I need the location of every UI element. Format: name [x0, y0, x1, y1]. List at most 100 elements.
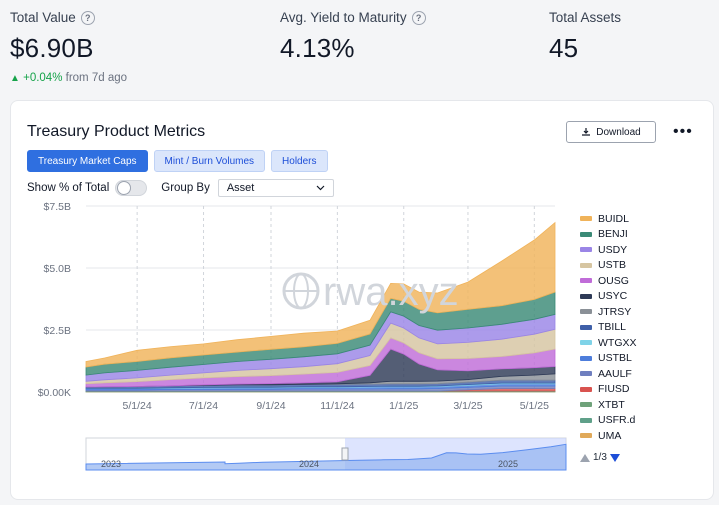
stat-label: Total Value [10, 10, 76, 25]
stat-value: 45 [549, 33, 579, 63]
legend-item[interactable]: USYC [580, 289, 637, 305]
area-series-aaulf[interactable] [85, 385, 556, 392]
watermark-text: rwa.xyz [323, 270, 459, 314]
tab-treasury-market-caps[interactable]: Treasury Market Caps [27, 150, 148, 172]
download-button[interactable]: Download [566, 121, 656, 143]
delta-value: +0.04% [23, 72, 63, 84]
stat-total-value: Total Value ? $6.90B ▲ +0.04% from 7d ag… [10, 10, 127, 84]
area-series-jtrsy[interactable] [85, 373, 556, 388]
page-up-icon[interactable] [580, 453, 590, 462]
legend-item[interactable]: USTB [580, 258, 637, 274]
show-percent-label: Show % of Total [27, 182, 110, 194]
legend-swatch [580, 309, 592, 315]
area-series-buidl[interactable] [85, 221, 556, 368]
legend-item[interactable]: FIUSD [580, 382, 637, 398]
legend-swatch [580, 293, 592, 299]
download-label: Download [596, 126, 641, 138]
info-icon[interactable]: ? [80, 10, 95, 25]
area-series-ousg[interactable] [85, 337, 556, 388]
legend-swatch [580, 278, 592, 284]
y-tick-label: $5.0B [44, 263, 71, 275]
legend-label: TBILL [598, 321, 627, 334]
legend-item[interactable]: UMA [580, 428, 637, 444]
stat-label: Avg. Yield to Maturity [280, 10, 407, 25]
legend-label: USDY [598, 243, 628, 256]
y-tick-label: $2.5B [44, 325, 71, 337]
area-series-ustbl[interactable] [85, 383, 556, 391]
legend-label: UMA [598, 429, 622, 442]
chart-legend: BUIDL BENJI USDY USTB OUSG USYC JTRSY TBILL WTGX… [580, 211, 637, 444]
legend-label: WTGXX [598, 336, 637, 349]
navigator-handle[interactable] [341, 447, 349, 461]
globe-icon [282, 272, 320, 310]
info-icon[interactable]: ? [411, 10, 426, 25]
stat-value: $6.90B [10, 33, 94, 63]
group-by-select[interactable]: Asset [217, 179, 334, 197]
navigator-selection[interactable] [345, 438, 566, 470]
area-series-benji[interactable] [85, 291, 556, 376]
legend-label: XTBT [598, 398, 625, 411]
x-tick-label: 1/1/25 [389, 400, 418, 412]
x-tick-label: 11/1/24 [320, 400, 354, 412]
legend-swatch [580, 402, 592, 408]
stat-total-assets: Total Assets 45 [549, 10, 621, 64]
legend-pager: 1/3 [580, 452, 620, 463]
legend-swatch [580, 340, 592, 346]
area-series-fiusd[interactable] [86, 388, 556, 392]
legend-item[interactable]: BENJI [580, 227, 637, 243]
stat-value: 4.13% [280, 33, 355, 63]
legend-label: USFR.d [598, 414, 636, 427]
area-series-usfr-d[interactable] [85, 390, 556, 393]
group-by-label: Group By [161, 182, 210, 194]
tab-mint-burn-volumes[interactable]: Mint / Burn Volumes [153, 150, 266, 172]
navigator-series [85, 443, 567, 471]
card-title: Treasury Product Metrics [27, 123, 206, 140]
legend-item[interactable]: JTRSY [580, 304, 637, 320]
legend-item[interactable]: TBILL [580, 320, 637, 336]
x-tick-label: 9/1/24 [256, 400, 285, 412]
chart-controls: Show % of Total Group By Asset [27, 179, 334, 197]
toggle-knob [117, 181, 132, 195]
legend-swatch [580, 355, 592, 361]
globe-meridian [293, 273, 309, 309]
area-series-usyc[interactable] [85, 348, 556, 388]
legend-item[interactable]: USTBL [580, 351, 637, 367]
legend-label: USTB [598, 259, 627, 272]
legend-label: BUIDL [598, 212, 629, 225]
y-tick-label: $0.00K [38, 387, 71, 399]
show-percent-toggle[interactable] [115, 180, 148, 196]
x-tick-label: 5/1/25 [520, 400, 549, 412]
legend-item[interactable]: BUIDL [580, 211, 637, 227]
delta-period: from 7d ago [65, 72, 128, 84]
legend-item[interactable]: OUSG [580, 273, 637, 289]
area-series-ustb[interactable] [85, 322, 556, 385]
legend-swatch [580, 324, 592, 330]
area-series-tbill[interactable] [85, 379, 556, 389]
legend-swatch [580, 262, 592, 268]
x-tick-label: 5/1/24 [123, 400, 152, 412]
more-horizontal-icon[interactable]: ••• [673, 123, 693, 140]
tab-holders[interactable]: Holders [271, 150, 328, 172]
group-by-value: Asset [226, 182, 255, 194]
legend-item[interactable]: AAULF [580, 366, 637, 382]
legend-swatch [580, 386, 592, 392]
legend-swatch [580, 216, 592, 222]
metrics-card: Treasury Product Metrics Download ••• Tr… [10, 100, 714, 500]
area-series-wtgxx[interactable] [85, 382, 556, 389]
legend-item[interactable]: XTBT [580, 397, 637, 413]
stat-avg-yield: Avg. Yield to Maturity ? 4.13% [280, 10, 426, 64]
legend-item[interactable]: USFR.d [580, 413, 637, 429]
pager-label: 1/3 [593, 452, 607, 463]
legend-item[interactable]: WTGXX [580, 335, 637, 351]
page-down-icon[interactable] [609, 453, 620, 462]
legend-item[interactable]: USDY [580, 242, 637, 258]
navigator-year-label: 2023 [101, 459, 121, 469]
stats-bar: Total Value ? $6.90B ▲ +0.04% from 7d ag… [0, 0, 719, 98]
legend-swatch [580, 417, 592, 423]
chevron-down-icon [316, 185, 325, 191]
stat-label: Total Assets [549, 10, 622, 25]
stat-delta: ▲ +0.04% from 7d ago [10, 72, 127, 84]
legend-swatch [580, 433, 592, 439]
legend-label: USTBL [598, 352, 632, 365]
area-series-usdy[interactable] [85, 311, 556, 382]
